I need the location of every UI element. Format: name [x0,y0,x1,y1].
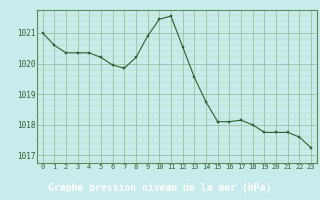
Text: Graphe pression niveau de la mer (hPa): Graphe pression niveau de la mer (hPa) [48,183,272,193]
